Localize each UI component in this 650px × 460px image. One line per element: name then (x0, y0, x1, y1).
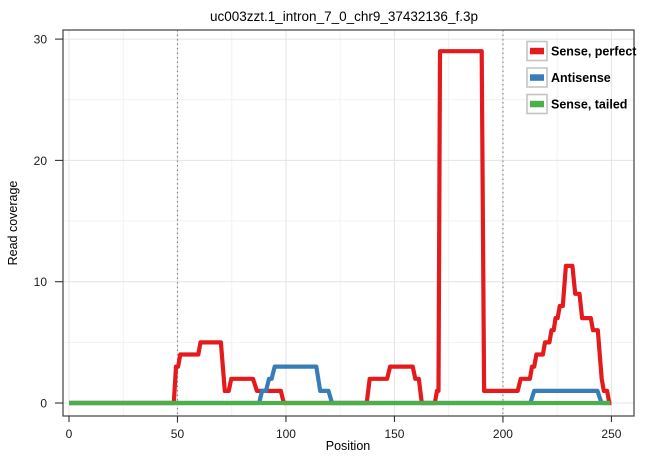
legend-swatch-sense-tailed (530, 100, 544, 108)
y-axis-title: Read coverage (6, 181, 20, 266)
x-tick-label: 250 (601, 427, 621, 441)
axis-ticks: 0 50 100 150 200 250 0 10 20 30 (34, 33, 622, 441)
plot-panel-border (62, 29, 635, 417)
x-tick-label: 50 (171, 427, 185, 441)
legend-label-antisense: Antisense (551, 71, 611, 85)
series-line-sense-perfect (69, 49, 612, 406)
x-tick-label: 150 (384, 427, 404, 441)
legend-item-sense-perfect: Sense, perfect (526, 40, 637, 62)
series-line-antisense (69, 364, 611, 406)
gridlines-major (63, 30, 634, 416)
legend-item-sense-tailed: Sense, tailed (526, 93, 627, 115)
y-tick-label: 0 (40, 397, 47, 411)
legend-swatch-antisense (530, 74, 544, 81)
x-axis-title: Position (326, 439, 371, 453)
series-lines (69, 49, 612, 406)
legend-swatch-sense-perfect (530, 47, 544, 55)
legend-label-sense-perfect: Sense, perfect (551, 45, 637, 59)
gridlines-minor (63, 30, 634, 416)
y-tick-label: 30 (34, 33, 48, 47)
x-tick-label: 0 (66, 427, 73, 441)
legend-item-antisense: Antisense (526, 67, 611, 88)
legend-label-sense-tailed: Sense, tailed (551, 98, 627, 112)
y-tick-label: 10 (34, 275, 48, 289)
x-tick-label: 100 (276, 427, 296, 441)
chart-title: uc003zzt.1_intron_7_0_chr9_37432136_f.3p (210, 9, 478, 24)
y-tick-label: 20 (34, 154, 48, 168)
legend: Sense, perfect Antisense Sense, tailed (526, 40, 637, 115)
x-tick-label: 200 (493, 427, 513, 441)
